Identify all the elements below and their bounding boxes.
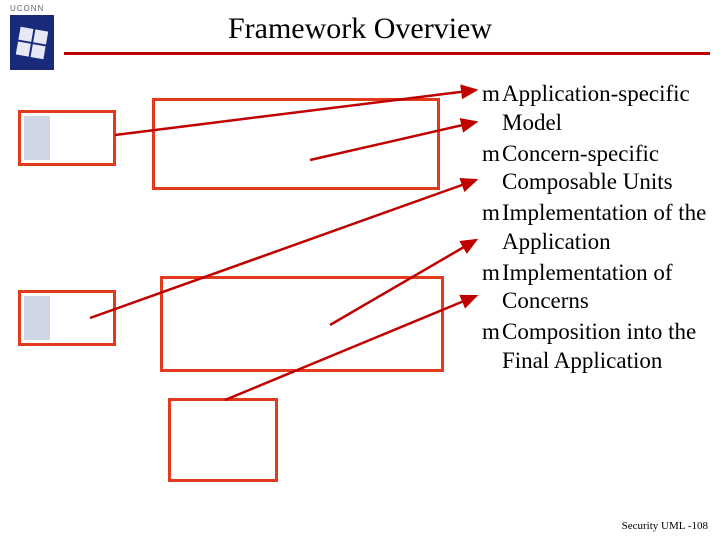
diagram-box-C [18,290,116,346]
diagram-box-shade [24,116,50,160]
bullet-glyph-icon: m [480,80,502,109]
bullet-text: Application-specific Model [502,80,710,138]
bullet-text: Composition into the Final Application [502,318,710,376]
bullet-text: Concern-specific Composable Units [502,140,710,198]
bullet-glyph-icon: m [480,259,502,288]
bullet-item-1: m Application-specific Model [480,80,710,138]
bullet-item-3: m Implementation of the Application [480,199,710,257]
diagram-box-D [160,276,444,372]
bullet-glyph-icon: m [480,140,502,169]
diagram-box-B [152,98,440,190]
diagram-box-E [168,398,278,482]
diagram-area [0,80,480,500]
diagram-box-shade [24,296,50,340]
page-title: Framework Overview [0,12,720,46]
bullet-item-5: m Composition into the Final Application [480,318,710,376]
title-underline [64,52,710,55]
bullet-text: Implementation of the Application [502,199,710,257]
bullet-item-4: m Implementation of Concerns [480,259,710,317]
bullet-item-2: m Concern-specific Composable Units [480,140,710,198]
footer-text: Security UML -108 [622,520,708,532]
diagram-box-A [18,110,116,166]
bullet-list: m Application-specific Model m Concern-s… [480,80,710,378]
bullet-glyph-icon: m [480,318,502,347]
bullet-glyph-icon: m [480,199,502,228]
bullet-text: Implementation of Concerns [502,259,710,317]
